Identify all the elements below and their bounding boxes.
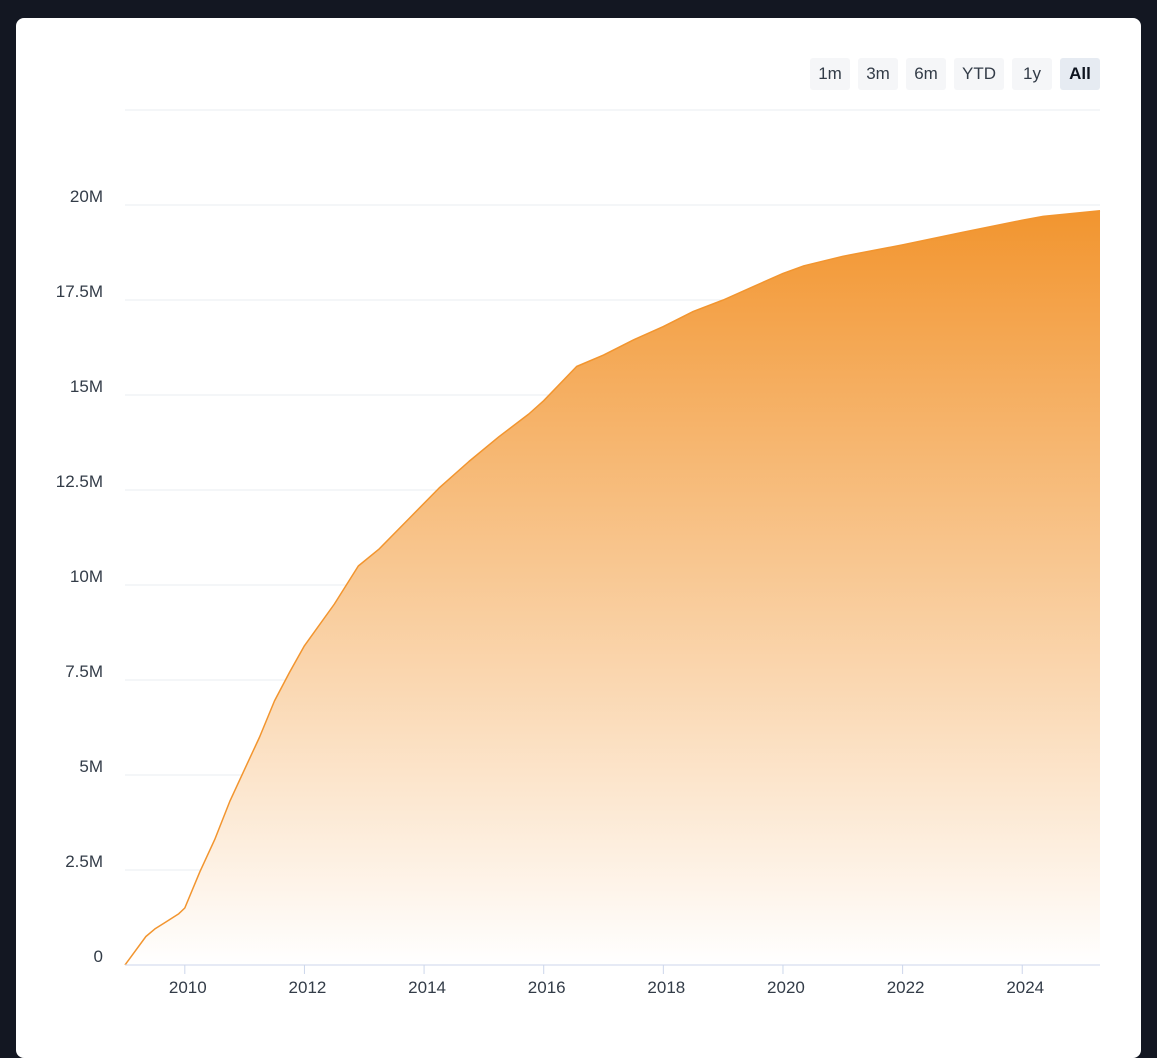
series-line (124, 209, 1101, 966)
range-button-1m[interactable]: 1m (810, 58, 850, 90)
y-tick-label: 17.5M (56, 282, 103, 301)
x-tick-label: 2016 (528, 978, 566, 997)
range-button-all[interactable]: All (1060, 58, 1100, 90)
area-fill (125, 210, 1100, 965)
x-tick-label: 2014 (408, 978, 446, 997)
x-tick-label: 2022 (887, 978, 925, 997)
x-tick-label: 2012 (289, 978, 327, 997)
y-tick-label: 2.5M (65, 852, 103, 871)
range-selector: 1m 3m 6m YTD 1y All (810, 58, 1100, 90)
y-tick-label: 5M (79, 757, 103, 776)
y-tick-label: 7.5M (65, 662, 103, 681)
range-button-1y[interactable]: 1y (1012, 58, 1052, 90)
y-tick-label: 20M (70, 187, 103, 206)
y-tick-label: 12.5M (56, 472, 103, 491)
y-tick-label: 15M (70, 377, 103, 396)
y-tick-label: 10M (70, 567, 103, 586)
x-tick-label: 2020 (767, 978, 805, 997)
x-tick-label: 2018 (647, 978, 685, 997)
range-button-3m[interactable]: 3m (858, 58, 898, 90)
x-tick-label: 2024 (1006, 978, 1044, 997)
range-button-6m[interactable]: 6m (906, 58, 946, 90)
x-tick-label: 2010 (169, 978, 207, 997)
y-tick-label: 0 (94, 947, 103, 966)
range-button-ytd[interactable]: YTD (954, 58, 1004, 90)
